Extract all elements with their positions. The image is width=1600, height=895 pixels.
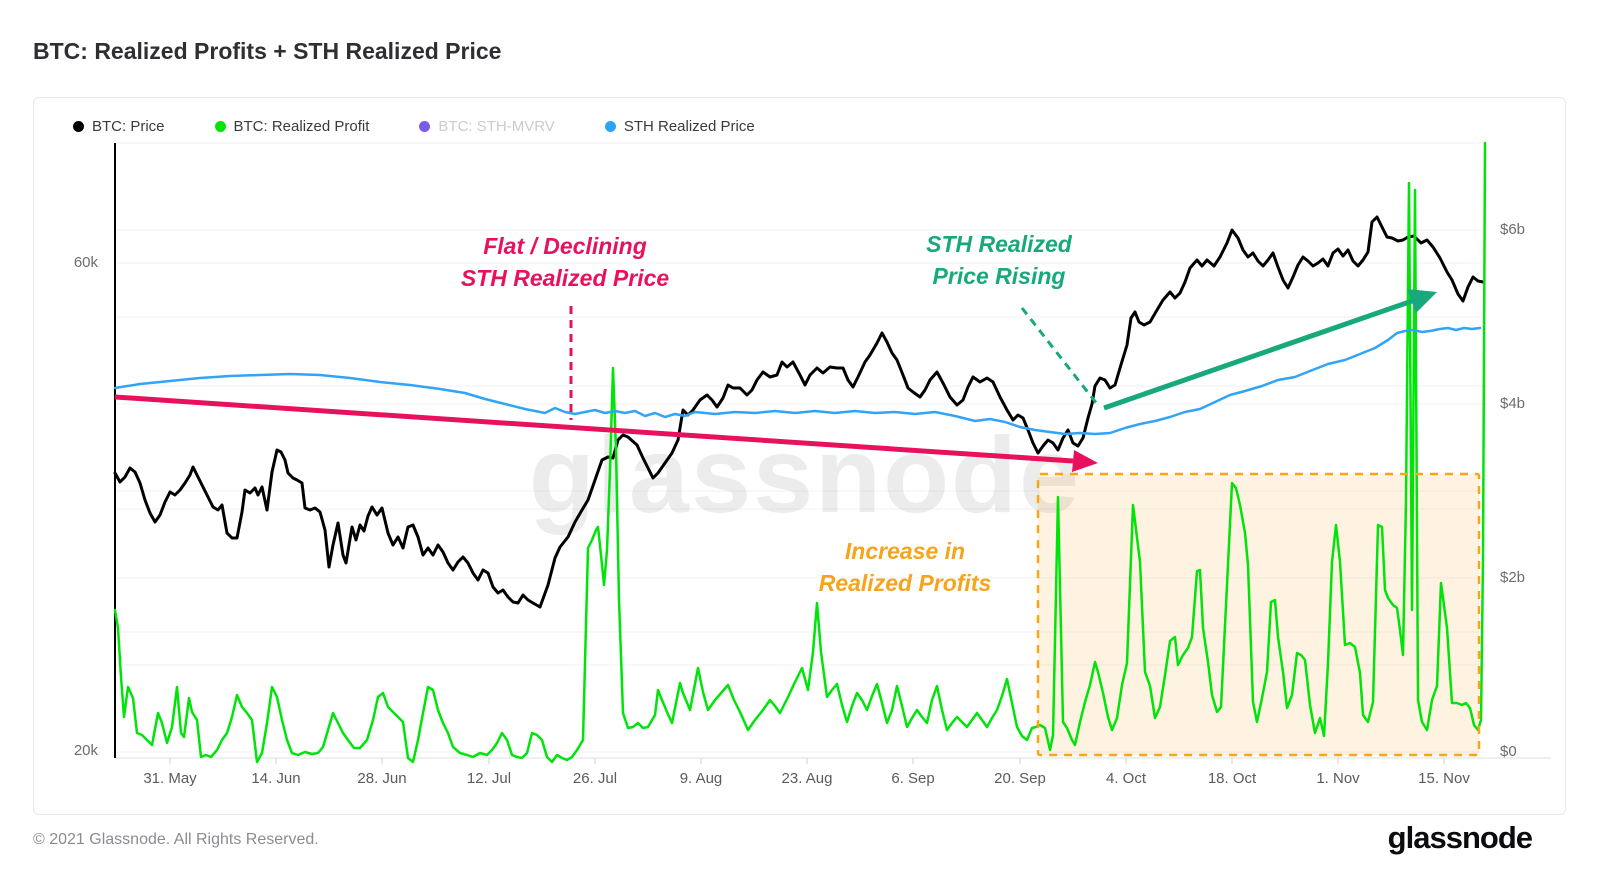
y-axis-label-left: 60k (73, 254, 98, 271)
annotation-flat-declining-line1: Flat / Declining (483, 233, 647, 259)
annotation-flat-declining: Flat / Declining STH Realized Price (461, 230, 669, 294)
y-axis-label-right: $4b (1500, 395, 1526, 412)
legend-item-label: BTC: Realized Profit (233, 118, 370, 135)
legend-item-label: STH Realized Price (623, 118, 755, 135)
legend-item-btc-realized-profit[interactable]: BTC: Realized Profit (214, 118, 370, 135)
annotation-price-rising-line1: STH Realized (926, 231, 1072, 257)
legend-dot-icon (419, 121, 431, 132)
annotation-price-rising-line2: Price Rising (932, 263, 1066, 289)
x-axis-label: 9. Aug (679, 770, 723, 787)
x-axis-label: 18. Oct (1207, 770, 1257, 787)
x-axis-label: 12. Jul (466, 770, 512, 787)
copyright-text: © 2021 Glassnode. All Rights Reserved. (33, 831, 319, 848)
x-axis-label: 20. Sep (994, 770, 1046, 787)
x-axis-label: 6. Sep (891, 770, 935, 787)
x-axis-label: 23. Aug (781, 770, 833, 787)
legend-item-btc-sth-mvrv[interactable]: BTC: STH-MVRV (419, 118, 555, 135)
x-axis-label: 28. Jun (357, 770, 407, 787)
chart-card (33, 97, 1566, 815)
legend-item-sth-realized-price[interactable]: STH Realized Price (604, 118, 755, 135)
y-axis-label-right: $6b (1500, 221, 1526, 238)
x-axis-label: 31. May (143, 770, 197, 787)
annotation-price-rising: STH Realized Price Rising (926, 228, 1072, 292)
annotation-increase-profits-line1: Increase in (844, 538, 966, 564)
y-axis-label-right: $2b (1500, 569, 1526, 586)
legend-dot-icon (214, 121, 226, 132)
annotation-increase-profits: Increase in Realized Profits (819, 535, 992, 599)
legend-dot-icon (604, 121, 616, 132)
x-axis-label: 15. Nov (1418, 770, 1470, 787)
page-title: BTC: Realized Profits + STH Realized Pri… (33, 38, 502, 64)
legend-item-btc-price[interactable]: BTC: Price (73, 118, 165, 135)
legend-item-label: BTC: STH-MVRV (438, 118, 555, 135)
y-axis-label-left: 20k (73, 742, 98, 759)
glassnode-logo: glassnode (1387, 820, 1533, 855)
x-axis-label: 14. Jun (251, 770, 301, 787)
annotation-increase-profits-line2: Realized Profits (818, 570, 992, 596)
annotation-flat-declining-line2: STH Realized Price (460, 265, 670, 291)
legend-dot-icon (73, 121, 84, 132)
chart-legend: BTC: Price BTC: Realized Profit BTC: STH-M… (73, 118, 755, 135)
x-axis-label: 26. Jul (572, 770, 618, 787)
legend-item-label: BTC: Price (92, 118, 165, 135)
y-axis-label-right: $0 (1500, 743, 1517, 760)
x-axis-label: 1. Nov (1316, 770, 1360, 787)
x-axis-label: 4. Oct (1105, 770, 1146, 787)
